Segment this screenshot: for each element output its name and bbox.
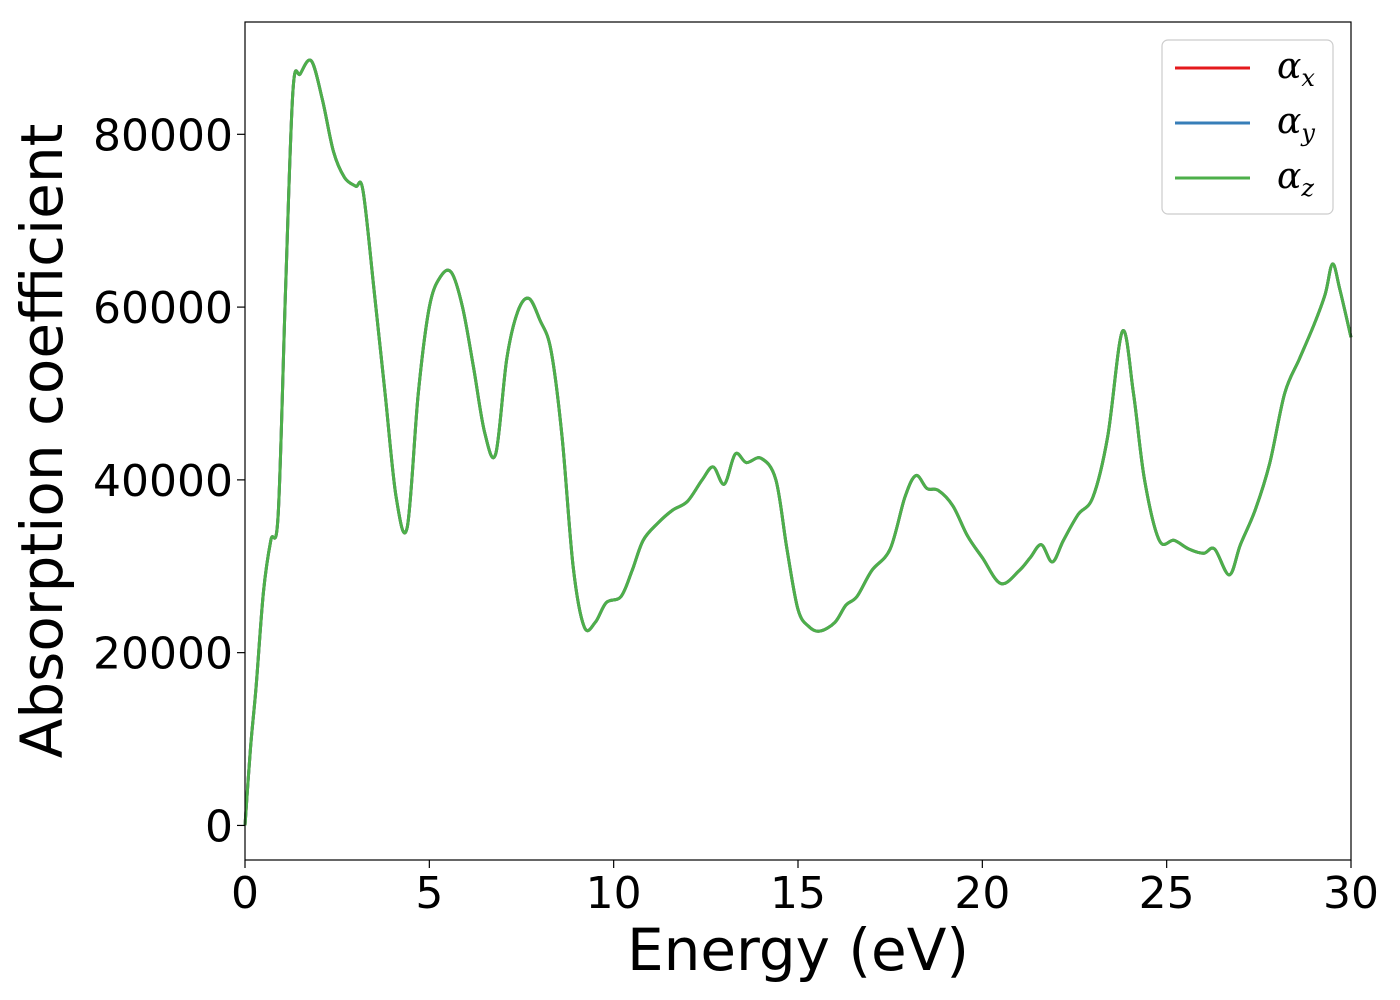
- y-tick-label: 0: [205, 801, 233, 852]
- x-tick-label: 20: [954, 868, 1010, 919]
- y-tick-label: 80000: [93, 110, 233, 161]
- y-axis-ticks: 0 20000 40000 60000 80000: [93, 110, 245, 852]
- x-tick-label: 5: [415, 868, 443, 919]
- x-tick-label: 30: [1323, 868, 1379, 919]
- y-tick-label: 20000: [93, 629, 233, 680]
- x-tick-label: 25: [1139, 868, 1195, 919]
- x-axis-label: Energy (eV): [627, 916, 969, 984]
- legend-box: [1161, 39, 1334, 215]
- series-line-z: [243, 58, 1353, 826]
- series-lines: [243, 58, 1353, 826]
- legend-label-y: αy: [1277, 101, 1315, 147]
- legend: αx αy αz: [1161, 39, 1334, 215]
- legend-label-z: αz: [1277, 156, 1314, 202]
- legend-label-x: αx: [1277, 46, 1315, 92]
- x-axis-ticks: 0 5 10 15 20 25 30: [231, 860, 1379, 919]
- y-axis-label: Absorption coefficient: [8, 124, 76, 759]
- y-tick-label: 60000: [93, 283, 233, 334]
- x-tick-label: 15: [770, 868, 826, 919]
- y-tick-label: 40000: [93, 456, 233, 507]
- x-tick-label: 0: [231, 868, 259, 919]
- x-tick-label: 10: [586, 868, 642, 919]
